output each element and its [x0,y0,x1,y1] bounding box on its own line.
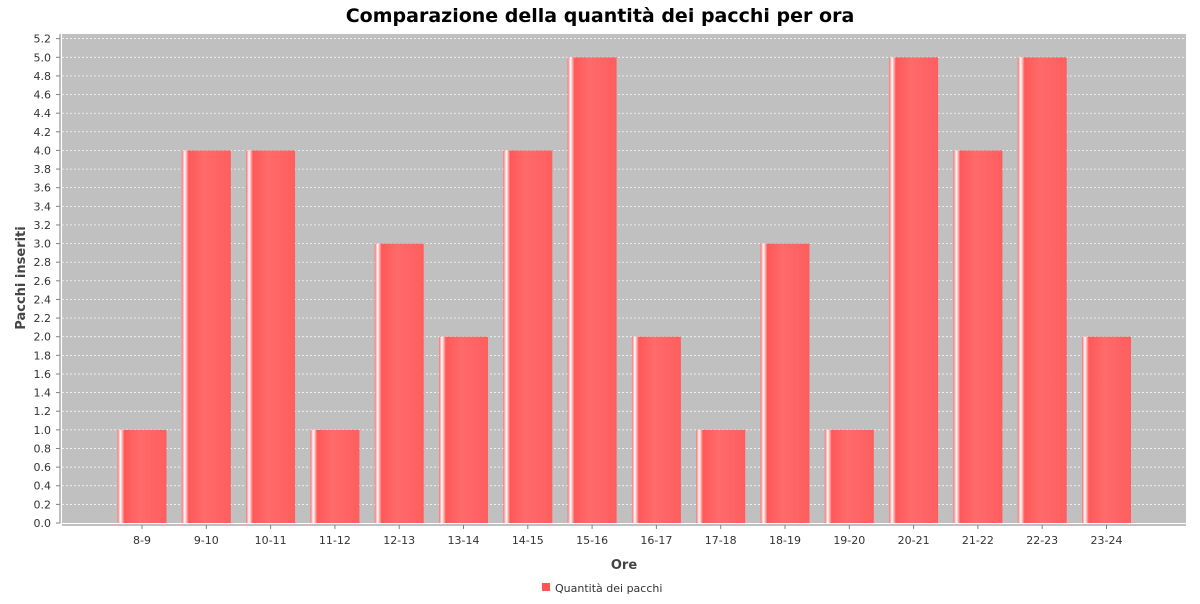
bars [117,57,1131,524]
x-tick-label: 13-14 [448,534,480,547]
x-axis-ticks: 8-9 9-10 10-11 11-12 12-13 13-14 14-15 15-16 16-… [133,525,1122,547]
y-tick-label: 0.0 [34,517,52,530]
y-tick-label: 0.6 [34,461,52,474]
x-tick-label: 20-21 [898,534,930,547]
y-tick-label: 1.2 [34,405,52,418]
bar-12-13 [374,243,424,524]
bar-15-16 [567,57,617,524]
y-tick-label: 0.4 [34,480,52,493]
bar-10-11 [246,150,296,523]
y-tick-label: 2.0 [34,331,52,344]
y-tick-label: 0.8 [34,442,52,455]
y-tick-label: 3.6 [34,182,52,195]
bar-8-9 [117,429,167,523]
x-tick-label: 10-11 [255,534,287,547]
y-axis-ticks: 0.0 0.2 0.4 0.6 0.8 1.0 1.2 1.4 1.6 1.8 2.0 2.2 2.4 2… [34,33,60,530]
x-tick-label: 19-20 [833,534,865,547]
bar-11-12 [310,429,360,523]
y-tick-label: 3.2 [34,219,52,232]
y-tick-label: 1.4 [34,387,52,400]
x-tick-label: 8-9 [133,534,151,547]
y-tick-label: 3.8 [34,163,52,176]
bar-22-23 [1017,57,1067,524]
y-tick-label: 4.6 [34,89,52,102]
y-tick-label: 2.2 [34,312,52,325]
x-tick-label: 12-13 [383,534,415,547]
x-tick-label: 11-12 [319,534,351,547]
y-tick-label: 1.6 [34,368,52,381]
y-tick-label: 1.8 [34,349,52,362]
y-tick-label: 2.8 [34,256,52,269]
y-tick-label: 1.0 [34,424,52,437]
bar-17-18 [696,429,746,523]
y-tick-label: 3.4 [34,200,52,213]
x-tick-label: 14-15 [512,534,544,547]
x-tick-label: 21-22 [962,534,994,547]
x-tick-label: 16-17 [640,534,672,547]
chart-title: Comparazione della quantità dei pacchi p… [346,5,855,27]
bar-14-15 [503,150,553,523]
x-tick-label: 23-24 [1091,534,1123,547]
y-tick-label: 2.4 [34,293,52,306]
bar-16-17 [631,336,681,523]
legend: Quantità dei pacchi [542,582,662,595]
y-axis-label: Pacchi inseriti [14,226,29,329]
y-tick-label: 5.2 [34,33,52,46]
x-tick-label: 9-10 [194,534,219,547]
x-tick-label: 17-18 [705,534,737,547]
y-tick-label: 4.4 [34,107,52,120]
legend-label: Quantità dei pacchi [555,582,662,595]
x-tick-label: 15-16 [576,534,608,547]
x-axis-label: Ore [611,558,637,573]
y-tick-label: 2.6 [34,275,52,288]
bar-13-14 [439,336,488,523]
bar-21-22 [953,150,1003,523]
bar-18-19 [760,243,810,524]
y-tick-label: 3.0 [34,238,52,251]
bar-20-21 [889,57,939,524]
legend-swatch [542,583,550,591]
y-tick-label: 4.2 [34,126,52,139]
y-tick-label: 4.8 [34,70,52,83]
x-tick-label: 22-23 [1026,534,1058,547]
y-tick-label: 5.0 [34,51,52,64]
x-tick-label: 18-19 [769,534,801,547]
bar-23-24 [1082,336,1131,523]
bar-9-10 [181,150,231,523]
bar-19-20 [824,429,874,523]
y-tick-label: 4.0 [34,144,52,157]
y-tick-label: 0.2 [34,498,52,511]
